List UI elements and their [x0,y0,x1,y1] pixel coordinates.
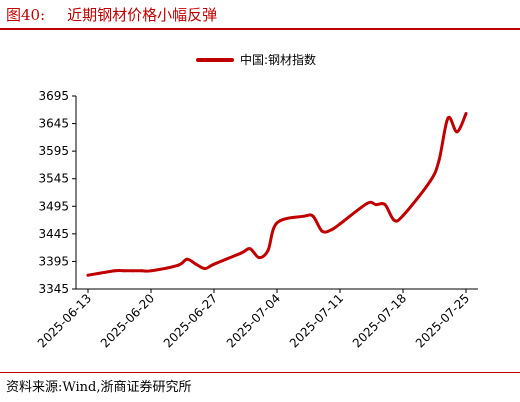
series-line [86,112,468,277]
x-tick-label: 2025-07-04 [224,291,283,350]
x-tick-label: 2025-06-13 [35,291,94,350]
data-point [185,257,189,261]
data-point [149,269,153,273]
data-point [302,214,306,218]
x-tick-label: 2025-07-18 [350,291,409,350]
y-axis: 3345 3395 3445 3495 3545 3595 3645 3695 [38,89,77,296]
data-point [86,273,90,277]
data-point [320,229,324,233]
y-tick-label: 3695 [38,89,69,103]
figure-title-text: 近期钢材价格小幅反弹 [67,6,218,24]
y-tick-label: 3495 [38,199,69,213]
data-point [113,269,117,273]
data-point [401,214,405,218]
series-layer [86,112,468,277]
figure-title: 图40: 近期钢材价格小幅反弹 [6,4,217,25]
x-tick-label: 2025-06-20 [98,291,157,350]
data-point [248,247,252,251]
data-point [194,262,198,266]
data-point [365,202,369,206]
x-tick-label: 2025-07-11 [287,291,346,350]
y-tick-label: 3345 [38,282,69,296]
data-point [437,159,441,163]
data-point [374,203,378,207]
data-point [266,248,270,252]
figure-label: 图40: [6,6,46,24]
line-chart: 中国:钢材指数 3345 3395 3445 3495 3545 3595 3645 3695… [35,52,478,350]
source-rule [0,372,520,373]
data-point [257,256,261,260]
x-tick-label: 2025-07-25 [413,291,472,350]
x-tick-label: 2025-06-27 [161,291,220,350]
data-point [392,218,396,222]
legend-label: 中国:钢材指数 [240,52,316,67]
data-point [203,267,207,271]
y-tick-label: 3395 [38,254,69,268]
data-point [455,130,459,134]
data-point [212,262,216,266]
data-point [311,214,315,218]
y-tick-label: 3445 [38,227,69,241]
data-point [122,269,126,273]
data-point [383,203,387,207]
data-point [275,221,279,225]
data-point [446,116,450,120]
data-point [140,269,144,273]
data-point [338,222,342,226]
x-axis: 2025-06-13 2025-06-20 2025-06-27 2025-07-04… [35,288,478,350]
data-point [131,269,135,273]
data-point [176,263,180,267]
source-note: 资料来源:Wind,浙商证券研究所 [6,380,192,395]
y-tick-label: 3645 [38,117,69,131]
legend: 中国:钢材指数 [196,52,316,67]
y-tick-label: 3595 [38,144,69,158]
title-rule [0,28,520,30]
data-point [464,112,468,116]
data-point [329,228,333,232]
data-point [239,251,243,255]
data-point [428,179,432,183]
y-tick-label: 3545 [38,172,69,186]
